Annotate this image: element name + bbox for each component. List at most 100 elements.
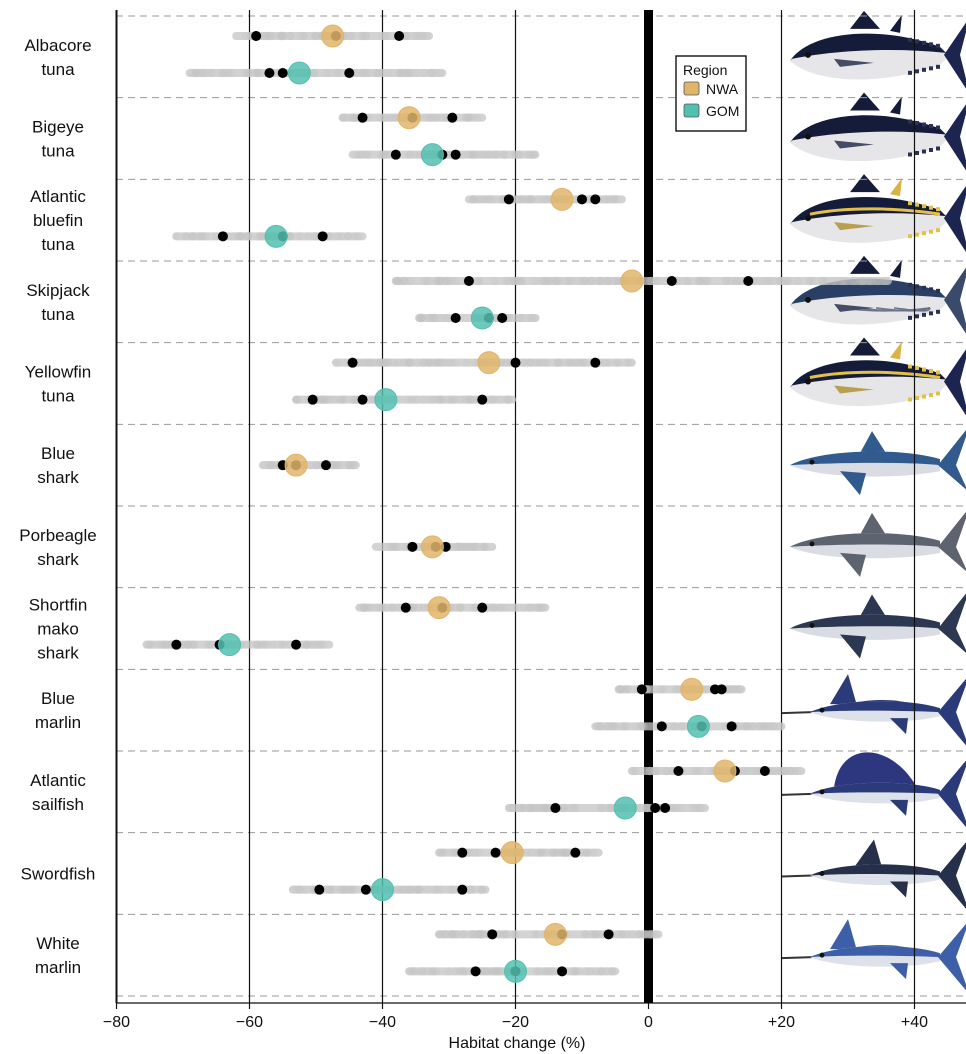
mean-gom [264,224,288,248]
legend: Region NWA GOM [675,55,747,132]
mean-nwa [680,677,704,701]
model-point [603,929,614,940]
model-point [390,149,401,160]
species-label: Atlantic [30,187,86,206]
fish-illustrations [781,10,966,991]
model-point [490,847,501,858]
species-label: marlin [35,958,81,977]
x-tick-label: +20 [768,1014,795,1031]
mean-gom [218,633,242,657]
model-point [394,31,405,41]
mean-gom [420,143,444,167]
x-tick-label: −20 [502,1014,529,1031]
mean-nwa [620,269,644,293]
species-label: shark [37,644,79,663]
species-label: Blue [41,689,75,708]
species-label: Porbeagle [19,526,97,545]
x-tick-label: 0 [644,1014,653,1031]
model-point [743,276,754,286]
model-point [470,966,481,977]
mean-gom [504,959,527,983]
model-point [673,766,684,776]
mean-nwa [543,922,567,946]
model-point [264,68,275,78]
model-point [656,721,667,732]
sailfish-icon [781,752,966,828]
species-label: tuna [41,305,75,324]
gridlines [115,10,966,1003]
model-point [307,394,318,405]
model-point [457,884,468,895]
legend-title: Region [683,62,727,78]
model-point [357,112,368,123]
model-point [660,803,671,813]
model-point [450,313,461,323]
model-point [447,112,458,123]
mean-nwa [321,24,345,48]
model-point [171,639,182,650]
tuna-gold-icon [790,174,966,253]
marlin-white-icon [781,919,966,991]
model-point [357,394,368,405]
model-point [487,929,498,940]
species-label: marlin [35,713,81,732]
model-point [400,602,411,613]
species-label: Swordfish [21,865,96,884]
model-point [477,602,488,613]
model-point [317,231,328,242]
x-tick-label: −60 [236,1014,263,1031]
model-point [347,357,358,368]
mean-nwa [420,535,444,559]
species-label: tuna [41,60,75,79]
species-labels: Albacore tuna Bigeye tuna Atlantic bluefin tun… [19,36,97,977]
shark-mako-icon [790,593,966,659]
model-point [291,639,302,650]
species-label: White [36,934,79,953]
model-point [666,276,677,286]
model-point [716,684,727,695]
mean-nwa [284,453,308,477]
model-point [457,847,468,858]
mean-gom [287,61,311,85]
model-point [497,313,508,323]
model-point [314,884,325,895]
x-tick-label: +40 [901,1014,928,1031]
model-point [277,68,288,78]
shark-grey-icon [790,511,966,577]
mean-nwa [500,841,524,865]
model-point [570,847,581,858]
species-label: Bigeye [32,118,84,137]
tuna-dark-icon [790,10,966,89]
mean-gom [374,388,398,412]
legend-label-gom: GOM [706,103,739,119]
mean-nwa [713,759,737,783]
model-point [590,194,601,205]
model-point [477,394,488,405]
species-label: bluefin [33,211,83,230]
species-label: Shortfin [29,596,88,615]
marlin-icon [781,674,966,746]
swordfish-icon [781,839,966,909]
legend-swatch-gom [683,103,700,118]
tuna-skip-icon [790,255,966,334]
model-point [636,684,647,695]
species-label: tuna [41,235,75,254]
legend-swatch-nwa [683,81,700,96]
model-point [217,231,228,242]
model-point [759,766,770,776]
legend-label-nwa: NWA [706,81,739,97]
species-label: Skipjack [26,281,90,300]
species-label: mako [37,620,79,639]
shark-blue-icon [790,430,966,496]
species-label: Blue [41,444,75,463]
model-point [503,194,514,205]
model-point [320,460,331,471]
mean-nwa [427,596,451,620]
mean-gom [371,878,394,902]
species-label: shark [37,550,79,569]
x-tick-label: −40 [369,1014,396,1031]
model-point [450,149,461,160]
mean-gom [686,714,710,738]
model-point [407,541,418,552]
species-label: Atlantic [30,771,86,790]
